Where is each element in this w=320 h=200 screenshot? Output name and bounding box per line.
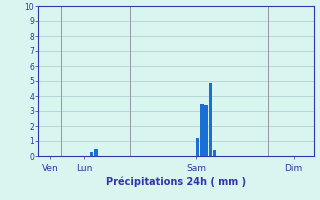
Bar bbox=[213, 150, 217, 156]
Bar bbox=[94, 148, 98, 156]
Bar bbox=[209, 82, 212, 156]
Bar bbox=[90, 152, 93, 156]
X-axis label: Précipitations 24h ( mm ): Précipitations 24h ( mm ) bbox=[106, 177, 246, 187]
Bar bbox=[200, 104, 204, 156]
Bar bbox=[204, 105, 208, 156]
Bar bbox=[196, 138, 199, 156]
